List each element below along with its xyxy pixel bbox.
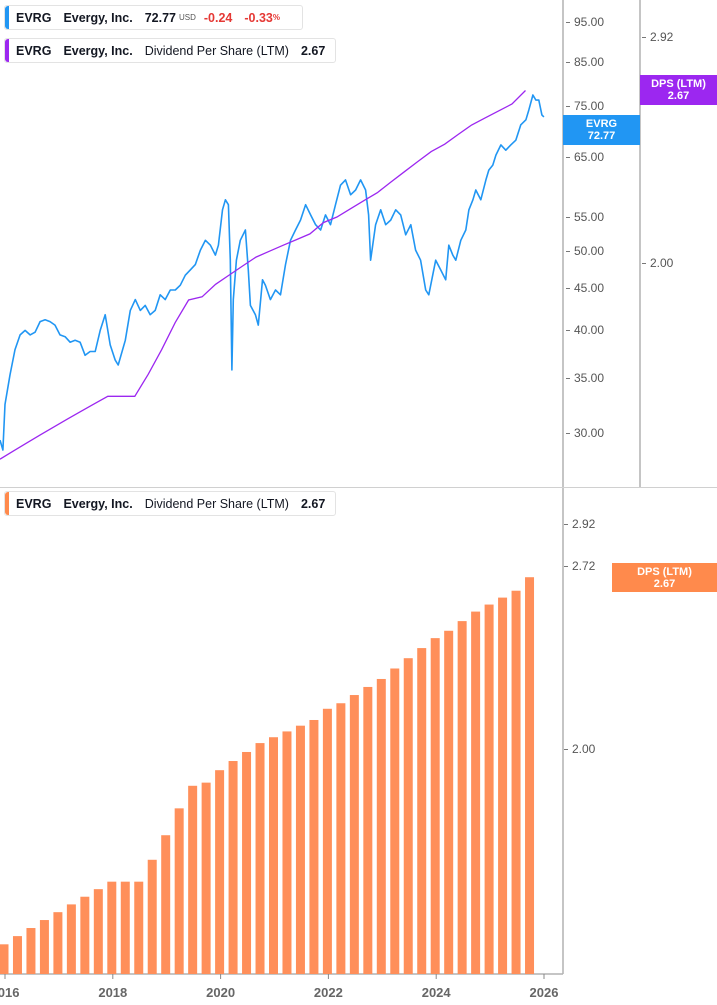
time-tick-label: 2020 <box>206 985 236 1000</box>
dps-bar <box>215 770 225 974</box>
dps-legend-bottom[interactable]: EVRG Evergy, Inc. Dividend Per Share (LT… <box>4 491 337 516</box>
dps-tick-label: 2.00 <box>563 742 596 756</box>
price-tick-label: 85.00 <box>565 54 605 69</box>
legend-symbol: EVRG <box>16 10 52 25</box>
price-tick-label: 50.00 <box>565 243 605 258</box>
dps-badge-value: 2.67 <box>667 90 690 102</box>
dps-bar <box>134 881 144 974</box>
dps-bar <box>201 782 211 974</box>
time-tick-label: 2018 <box>98 985 128 1000</box>
dps-badge-top: DPS (LTM) 2.67 <box>640 75 717 105</box>
dps-bar <box>363 686 373 974</box>
dps-bar <box>255 743 265 974</box>
dps-bar <box>444 630 454 974</box>
dps-badge-label: DPS (LTM) <box>651 78 706 90</box>
legend-price: 72.77 <box>144 10 176 25</box>
time-tick-label: 2024 <box>421 985 451 1000</box>
dps-bar <box>376 678 386 974</box>
dps-bar <box>269 737 278 974</box>
dps-bar <box>12 936 22 974</box>
price-tick-label: 40.00 <box>565 323 605 338</box>
price-tick-label: 55.00 <box>565 209 605 224</box>
dps-tick-label: 2.00 <box>641 256 674 270</box>
dps-bar <box>525 577 535 974</box>
dps-bar <box>188 785 198 974</box>
dps-bar <box>390 668 400 974</box>
dps-bar <box>53 912 63 974</box>
dps-bar <box>0 944 9 974</box>
dps-bar <box>174 808 184 974</box>
dps-bar <box>498 597 508 974</box>
dps-line <box>0 90 526 460</box>
price-badge: EVRG 72.77 <box>563 115 640 145</box>
series-color-marker <box>5 492 9 515</box>
price-badge-label: EVRG <box>585 118 618 130</box>
dps-bar <box>295 725 305 974</box>
legend-pct-sign: % <box>272 13 280 22</box>
legend-company: Evergy, Inc. <box>63 10 133 25</box>
legend-currency: USD <box>178 13 196 22</box>
dps-tick-label: 2.92 <box>563 517 596 531</box>
dps-bar <box>147 859 157 974</box>
legend-symbol: EVRG <box>16 43 52 58</box>
dps-bar <box>309 719 319 974</box>
price-tick-label: 45.00 <box>565 281 605 296</box>
price-line <box>0 94 545 451</box>
dps-bar <box>80 896 90 974</box>
dps-badge-label: DPS (LTM) <box>637 565 692 578</box>
dps-bar <box>26 928 36 974</box>
price-tick-label: 95.00 <box>565 15 605 29</box>
dps-bar <box>93 889 103 974</box>
time-tick-label: 2016 <box>0 985 20 1000</box>
time-tick-label: 2026 <box>529 985 559 1000</box>
legend-change: -0.24 <box>203 10 233 25</box>
dps-bar <box>322 708 332 974</box>
series-color-marker <box>5 39 9 62</box>
time-tick-label: 2022 <box>313 985 343 1000</box>
legend-value: 2.67 <box>300 43 326 58</box>
dps-bar <box>430 638 440 974</box>
dps-bar <box>511 590 521 974</box>
dps-bar <box>282 731 292 974</box>
legend-value: 2.67 <box>300 496 326 511</box>
dps-bar <box>349 695 359 974</box>
dps-legend-top[interactable]: EVRG Evergy, Inc. Dividend Per Share (LT… <box>4 38 337 63</box>
dps-bar <box>457 621 467 974</box>
price-badge-value: 72.77 <box>587 130 616 142</box>
dps-bar <box>484 604 494 974</box>
dps-bar <box>66 904 76 974</box>
dps-bar <box>107 881 117 974</box>
dps-bar <box>228 761 238 974</box>
dps-bar <box>336 703 346 974</box>
dps-bar <box>417 648 427 974</box>
legend-metric: Dividend Per Share (LTM) <box>144 43 289 58</box>
legend-symbol: EVRG <box>16 496 52 511</box>
dps-bar <box>161 835 171 974</box>
legend-company: Evergy, Inc. <box>63 496 133 511</box>
price-tick-label: 30.00 <box>565 425 605 440</box>
price-tick-label: 35.00 <box>565 370 605 385</box>
dps-tick-label: 2.92 <box>641 30 674 44</box>
dps-bar <box>242 751 252 974</box>
dps-bar <box>471 611 481 974</box>
price-tick-label: 65.00 <box>565 150 605 165</box>
dps-bar <box>403 658 413 974</box>
dps-bar <box>39 920 49 974</box>
legend-change-pct: -0.33 <box>244 10 273 25</box>
dps-bar <box>120 881 130 974</box>
dps-badge-value: 2.67 <box>653 577 676 590</box>
legend-company: Evergy, Inc. <box>63 43 133 58</box>
series-color-marker <box>5 6 9 29</box>
price-tick-label: 75.00 <box>565 99 605 114</box>
legend-metric: Dividend Per Share (LTM) <box>144 496 289 511</box>
dps-badge-bottom: DPS (LTM) 2.67 <box>612 563 717 592</box>
price-legend[interactable]: EVRG Evergy, Inc. 72.77 USD -0.24 -0.33% <box>4 5 303 30</box>
dps-tick-label: 2.72 <box>563 559 596 574</box>
